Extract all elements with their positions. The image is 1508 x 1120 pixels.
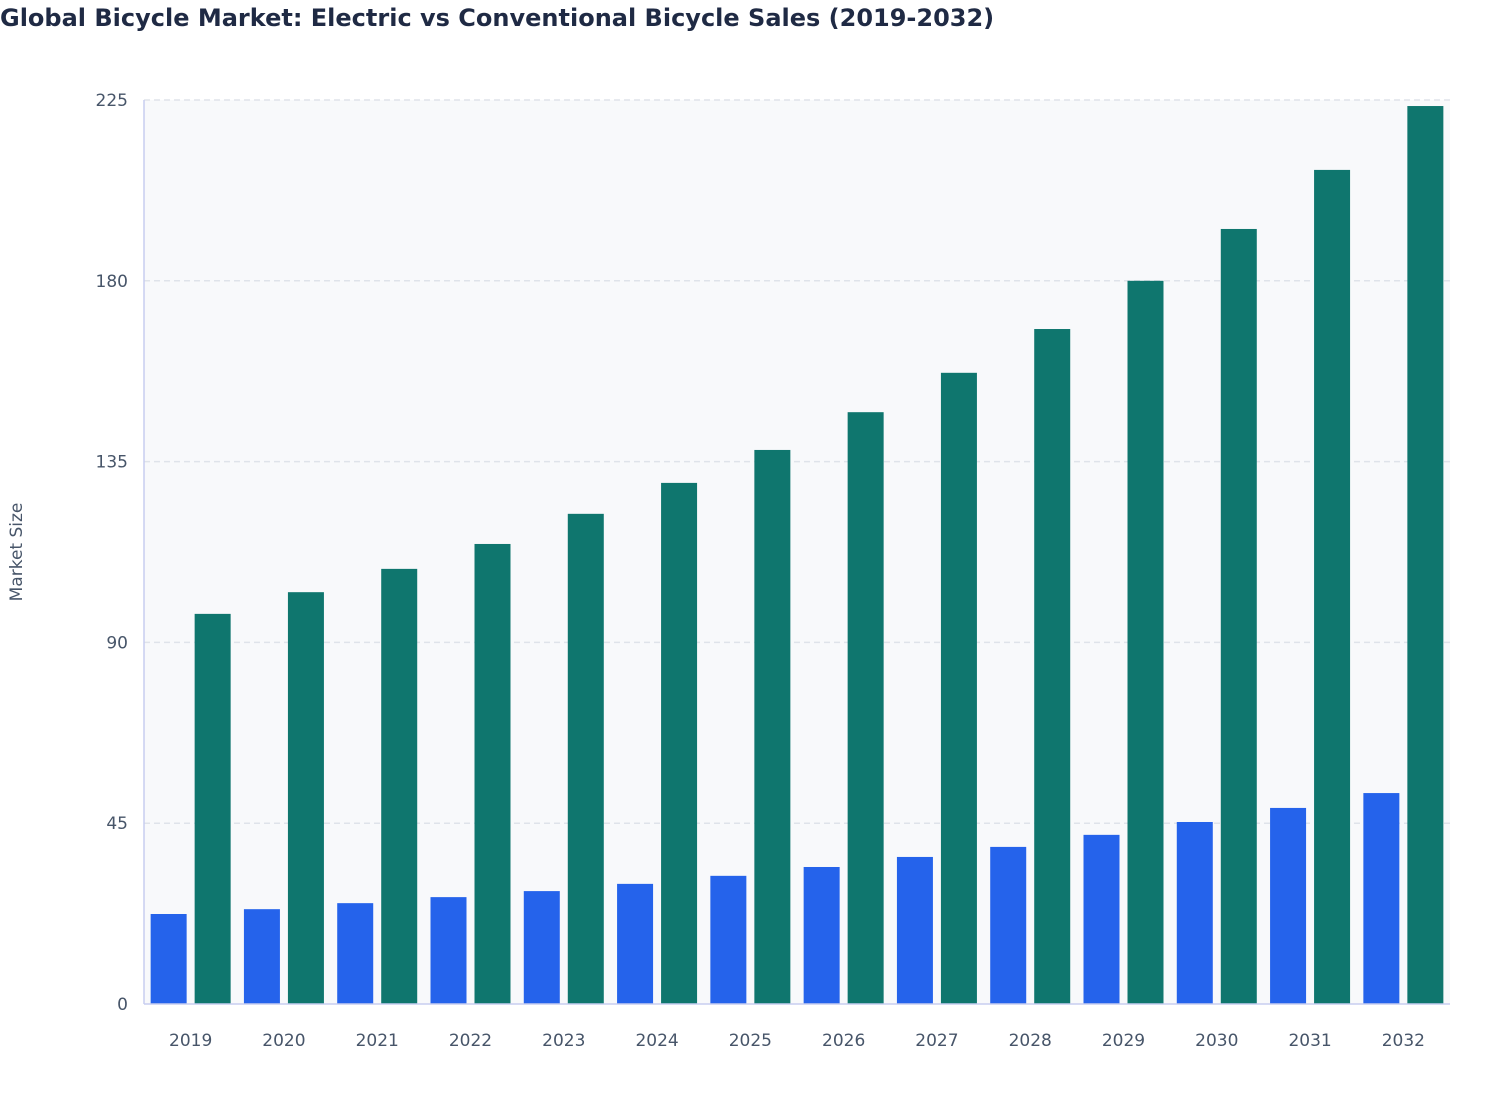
x-tick-label: 2030 bbox=[1195, 1031, 1238, 1051]
y-tick-label: 0 bbox=[117, 995, 128, 1015]
chart-title: Global Bicycle Market: Electric vs Conve… bbox=[0, 4, 995, 32]
bar-series2-2028 bbox=[1034, 329, 1071, 1005]
x-tick-label: 2029 bbox=[1102, 1031, 1145, 1051]
bar-series1-2026 bbox=[803, 866, 840, 1004]
bar-series1-2019 bbox=[150, 914, 187, 1004]
y-tick-label: 180 bbox=[96, 272, 128, 292]
bar-series2-2030 bbox=[1220, 228, 1257, 1004]
bar-series1-2027 bbox=[896, 856, 933, 1004]
bar-series2-2024 bbox=[661, 482, 698, 1004]
bar-series2-2031 bbox=[1314, 169, 1351, 1005]
bar-series2-2027 bbox=[940, 372, 977, 1004]
bar-series2-2020 bbox=[287, 592, 324, 1004]
y-tick-label: 45 bbox=[106, 814, 128, 834]
x-tick-label: 2023 bbox=[542, 1031, 585, 1051]
x-tick-label: 2022 bbox=[449, 1031, 492, 1051]
x-tick-label: 2027 bbox=[915, 1031, 958, 1051]
bar-series1-2022 bbox=[430, 897, 467, 1004]
bar-series2-2032 bbox=[1407, 106, 1444, 1004]
bar-series1-2030 bbox=[1176, 821, 1213, 1004]
bar-series2-2029 bbox=[1127, 280, 1164, 1004]
bar-series1-2021 bbox=[337, 903, 374, 1004]
bar-series1-2029 bbox=[1083, 834, 1120, 1004]
x-tick-label: 2021 bbox=[356, 1031, 399, 1051]
x-tick-label: 2026 bbox=[822, 1031, 865, 1051]
bar-series2-2019 bbox=[194, 613, 231, 1004]
bar-series2-2023 bbox=[567, 513, 604, 1004]
x-tick-label: 2025 bbox=[729, 1031, 772, 1051]
bar-series1-2028 bbox=[990, 846, 1027, 1004]
bar-series1-2023 bbox=[523, 891, 560, 1004]
x-tick-label: 2031 bbox=[1288, 1031, 1331, 1051]
x-tick-label: 2020 bbox=[262, 1031, 305, 1051]
x-tick-label: 2024 bbox=[635, 1031, 678, 1051]
bar-series2-2026 bbox=[847, 412, 884, 1004]
y-tick-label: 90 bbox=[106, 633, 128, 653]
x-tick-label: 2032 bbox=[1382, 1031, 1425, 1051]
bar-series1-2020 bbox=[243, 909, 280, 1004]
y-tick-label: 225 bbox=[96, 91, 128, 111]
bar-series1-2032 bbox=[1363, 793, 1400, 1004]
y-tick-label: 135 bbox=[96, 453, 128, 473]
bar-series1-2025 bbox=[710, 875, 747, 1004]
bar-series1-2024 bbox=[617, 883, 654, 1004]
x-tick-label: 2028 bbox=[1009, 1031, 1052, 1051]
y-axis-label: Market Size bbox=[7, 503, 27, 602]
x-tick-label: 2019 bbox=[169, 1031, 212, 1051]
bar-series2-2025 bbox=[754, 449, 791, 1004]
bar-series1-2031 bbox=[1270, 807, 1307, 1004]
bar-series2-2021 bbox=[381, 568, 418, 1004]
bar-series2-2022 bbox=[474, 543, 511, 1004]
